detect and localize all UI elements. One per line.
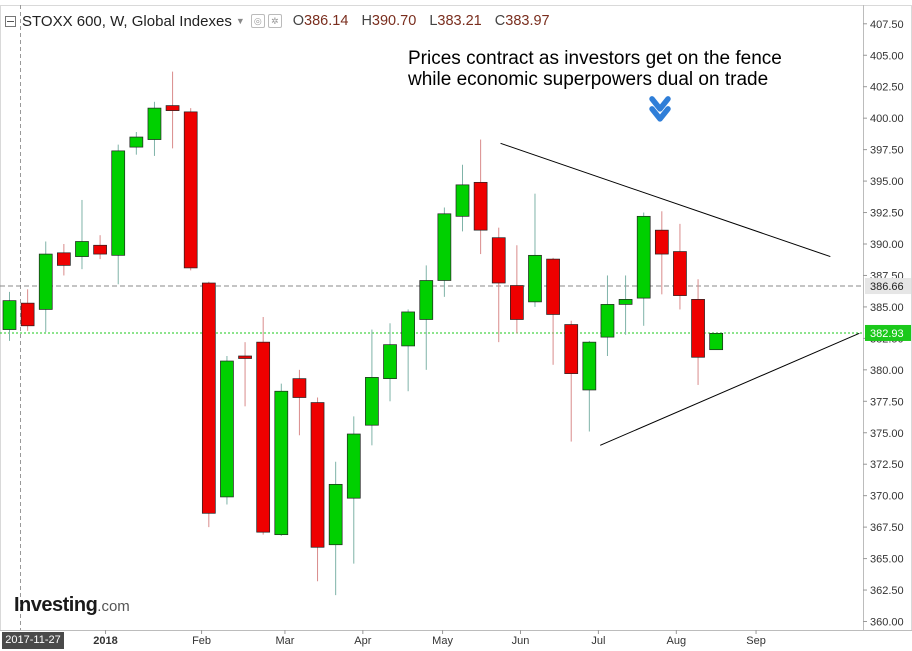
price-tick-label: 402.50 [870,82,904,94]
dashed-level-tag-bg [865,278,911,295]
high-value: 390.70 [371,13,417,29]
candle-body[interactable] [38,253,53,310]
candle-body[interactable] [20,302,35,327]
price-tick-label: 395.00 [870,176,904,188]
candle-body[interactable] [709,332,724,351]
chevron-down-icon[interactable]: ▼ [235,16,245,26]
candle-body[interactable] [201,282,216,514]
candle-body[interactable] [691,299,705,358]
time-tick-label: 2018 [93,635,117,647]
price-tick-label: 407.50 [870,19,904,31]
dashed-level-tag: 386.66 [870,281,904,293]
price-tick-label: 372.50 [870,459,904,471]
eye-icon[interactable]: ◎ [250,14,265,28]
candle-body[interactable] [328,483,343,546]
logo-name: Investing [14,594,98,616]
candle-body[interactable] [582,341,597,391]
chart-annotation: Prices contract as investors get on the … [408,48,782,90]
candle-body[interactable] [455,184,470,217]
price-tick-label: 365.00 [870,554,904,566]
time-tick-label: Apr [354,635,371,647]
high-key: H [361,13,372,29]
candle-body[interactable] [2,300,17,330]
candle-body[interactable] [346,433,361,499]
price-tick-label: 390.00 [870,239,904,251]
candle-body[interactable] [673,251,687,296]
candle-body[interactable] [310,402,325,548]
upper-trend-line[interactable] [500,142,831,258]
chart-frame [0,5,912,631]
down-arrow-icon [649,96,671,112]
price-tick-label: 380.00 [870,365,904,377]
candle-body[interactable] [546,258,560,315]
candle-body[interactable] [75,241,89,257]
candle-body[interactable] [365,377,379,426]
price-tick-label: 392.50 [870,208,904,220]
open-key: O [292,13,305,29]
candle-body[interactable] [292,378,307,398]
candle-body[interactable] [528,254,542,303]
candle-body[interactable] [147,107,162,140]
annotation-line-1: Prices contract as investors get on the … [408,48,782,69]
down-arrow-icon [649,106,671,122]
price-tick-label: 375.00 [870,428,904,440]
candle-body[interactable] [636,215,651,299]
candle-body[interactable] [401,311,415,347]
candle-body[interactable] [564,324,579,374]
annotation-line-2: while economic superpowers dual on trade [408,69,769,90]
candle-body[interactable] [183,111,198,269]
candle-body[interactable] [93,244,107,255]
price-tick-label: 377.50 [870,396,904,408]
low-value: 383.21 [437,13,482,29]
candle-body[interactable] [165,105,180,111]
time-tick-label: Jun [512,635,530,647]
candle-body[interactable] [111,150,126,256]
candle-body[interactable] [473,181,488,231]
candle-body[interactable] [383,344,397,379]
candle-body[interactable] [600,304,615,338]
close-key: C [494,13,506,29]
candle-body[interactable] [491,237,506,284]
price-tick-label: 360.00 [870,617,904,629]
ohlc-values: O386.14 H390.70 L383.21 C383.97 [293,13,559,29]
price-tick-label: 400.00 [870,113,904,125]
price-tick-label: 397.50 [870,145,904,157]
logo-domain: .com [97,598,130,615]
price-tick-label: 370.00 [870,491,904,503]
time-tick-label: Mar [275,635,294,647]
crosshair-date-label: 2017-11-27 [2,632,64,649]
candle-body[interactable] [238,355,252,359]
price-tick-label: 405.00 [870,50,904,62]
candle-body[interactable] [256,341,271,533]
time-tick-label: Jul [591,635,605,647]
chart-header: STOXX 600, W, Global Indexes ▼ ◎ ✲ O386.… [5,10,559,32]
price-tick-label: 385.00 [870,302,904,314]
investing-logo: Investing.com [14,594,130,617]
price-tick-label: 367.50 [870,522,904,534]
candle-body[interactable] [419,280,434,320]
close-value: 383.97 [505,13,550,29]
candle-body[interactable] [437,213,452,281]
collapse-icon[interactable] [5,15,16,27]
time-tick-label: May [432,635,453,647]
time-tick-label: Aug [667,635,687,647]
candle-body[interactable] [129,136,144,148]
price-tick-label: 362.50 [870,585,904,597]
gear-icon[interactable]: ✲ [267,14,282,28]
lower-trend-line[interactable] [600,332,860,446]
last-price-tag-bg [865,324,911,341]
candle-body[interactable] [510,285,524,320]
candle-body[interactable] [618,299,633,305]
time-tick-label: Feb [192,635,211,647]
low-key: L [429,13,438,29]
last-price-tag: 382.93 [870,328,904,340]
open-value: 386.14 [304,13,349,29]
candle-body[interactable] [654,229,669,255]
time-tick-label: Sep [746,635,766,647]
candle-body[interactable] [274,390,289,536]
candle-body[interactable] [57,252,71,266]
candle-body[interactable] [220,360,234,498]
symbol-title[interactable]: STOXX 600, W, Global Indexes [22,12,232,30]
